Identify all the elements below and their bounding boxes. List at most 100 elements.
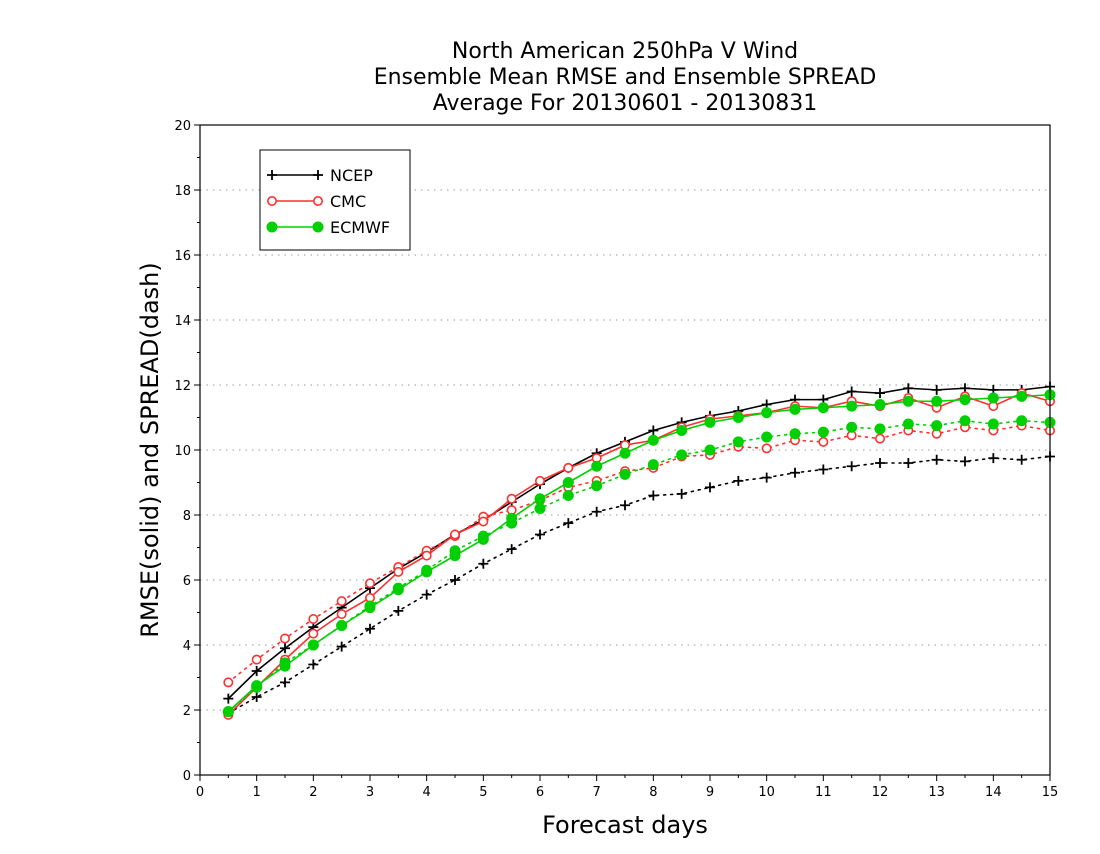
cmc-rmse-point xyxy=(449,529,460,540)
ecmwf-rmse-point xyxy=(449,550,461,562)
ncep-spread-point xyxy=(846,461,857,472)
cmc-spread-line xyxy=(227,424,1051,684)
ecmwf-spread-point xyxy=(732,436,744,448)
ecmwf-rmse-point xyxy=(534,493,546,505)
ncep-spread-point xyxy=(733,475,744,486)
ecmwf-spread-line xyxy=(227,419,1051,713)
ncep-spread-point xyxy=(818,464,829,475)
x-tick-label: 0 xyxy=(196,785,204,800)
ecmwf-rmse-point xyxy=(761,407,773,419)
x-tick-label: 12 xyxy=(872,785,889,800)
ecmwf-spread-point xyxy=(1016,415,1028,427)
ncep-rmse-point xyxy=(931,384,942,395)
ecmwf-spread-point xyxy=(874,423,886,435)
y-tick-label: 16 xyxy=(174,249,191,264)
ecmwf-spread-point xyxy=(987,418,999,430)
ncep-rmse-point xyxy=(903,383,914,394)
x-tick-label: 13 xyxy=(928,785,945,800)
chart-title-line-2: Ensemble Mean RMSE and Ensemble SPREAD xyxy=(374,65,877,90)
ecmwf-rmse-point xyxy=(222,706,234,718)
ecmwf-spread-point xyxy=(902,418,914,430)
ncep-spread-point xyxy=(960,456,970,467)
ecmwf-spread-point xyxy=(761,431,773,443)
ecmwf-spread-point xyxy=(562,490,574,501)
cmc-rmse-point xyxy=(308,628,319,639)
ncep-rmse-point xyxy=(280,643,290,654)
ecmwf-spread-point xyxy=(846,421,858,433)
series-lines xyxy=(222,381,1056,720)
x-tick-label: 3 xyxy=(366,785,374,800)
ncep-spread-point xyxy=(591,506,602,517)
ecmwf-rmse-point xyxy=(1016,390,1028,402)
x-tick-label: 4 xyxy=(423,785,431,800)
ecmwf-rmse-point xyxy=(336,620,348,631)
ncep-spread-point xyxy=(790,467,800,478)
ecmwf-spread-point xyxy=(647,459,659,471)
y-tick-label: 18 xyxy=(174,184,191,199)
x-tick-label: 5 xyxy=(479,785,487,800)
y-tick-label: 4 xyxy=(183,639,191,654)
ecmwf-rmse-point xyxy=(591,460,603,472)
cmc-rmse-point xyxy=(393,566,404,577)
cmc-rmse-point xyxy=(563,462,574,473)
ecmwf-rmse-point xyxy=(619,447,631,459)
legend-marker xyxy=(266,196,277,207)
ncep-spread-point xyxy=(365,623,375,634)
ecmwf-rmse-point xyxy=(647,434,659,446)
x-tick-label: 15 xyxy=(1042,785,1059,800)
ecmwf-spread-point xyxy=(676,449,688,461)
ncep-rmse-point xyxy=(648,425,659,436)
ecmwf-rmse-point xyxy=(959,394,971,406)
series-cmc xyxy=(223,388,1056,720)
y-tick-label: 10 xyxy=(174,444,191,459)
cmc-rmse-point xyxy=(421,550,432,561)
x-tick-label: 2 xyxy=(309,785,317,800)
x-tick-label: 6 xyxy=(536,785,544,800)
ncep-spread-point xyxy=(903,458,914,468)
y-tick-label: 8 xyxy=(183,509,191,524)
legend-item-ecmwf: ECMWF xyxy=(266,218,390,237)
ecmwf-spread-point xyxy=(591,480,603,492)
ecmwf-rmse-point xyxy=(506,512,518,524)
ecmwf-spread-point xyxy=(931,420,943,432)
legend-marker xyxy=(267,170,277,180)
ecmwf-spread-point xyxy=(534,503,546,514)
ncep-spread-point xyxy=(421,589,432,600)
y-tick-label: 6 xyxy=(183,574,191,589)
ecmwf-rmse-point xyxy=(902,395,914,407)
cmc-spread-point xyxy=(279,633,290,644)
x-axis-title: Forecast days xyxy=(542,811,708,839)
ecmwf-rmse-point xyxy=(987,392,999,404)
legend-item-cmc: CMC xyxy=(266,192,366,211)
ncep-spread-point xyxy=(761,472,772,483)
ecmwf-rmse-point xyxy=(364,602,376,614)
legend-label-ncep: NCEP xyxy=(330,166,373,185)
ecmwf-rmse-point xyxy=(732,412,744,423)
ncep-spread-point xyxy=(506,544,517,555)
ecmwf-spread-point xyxy=(959,415,971,427)
x-tick-label: 1 xyxy=(253,785,261,800)
legend-item-ncep: NCEP xyxy=(267,166,373,185)
ecmwf-rmse-point xyxy=(704,416,716,428)
y-tick-label: 20 xyxy=(174,119,191,134)
ecmwf-spread-point xyxy=(817,426,829,438)
cmc-spread-point xyxy=(308,613,319,624)
legend: NCEP CMC ECMWF xyxy=(259,149,411,251)
y-tick-label: 0 xyxy=(183,769,191,784)
chart-title-line-1: North American 250hPa V Wind xyxy=(452,39,798,64)
ecmwf-spread-point xyxy=(704,444,716,456)
cmc-spread-point xyxy=(761,443,772,454)
ncep-spread-line xyxy=(227,455,1051,715)
ncep-spread-point xyxy=(280,677,290,688)
ncep-spread-point xyxy=(875,458,885,468)
legend-marker xyxy=(313,170,323,180)
cmc-rmse-line xyxy=(227,392,1051,716)
ecmwf-rmse-point xyxy=(817,402,829,414)
ncep-spread-point xyxy=(988,453,999,464)
ncep-spread-point xyxy=(620,500,630,511)
ncep-spread-point xyxy=(676,488,687,499)
ncep-spread-point xyxy=(393,605,404,616)
cmc-rmse-point xyxy=(534,475,545,486)
ncep-spread-point xyxy=(336,641,347,652)
